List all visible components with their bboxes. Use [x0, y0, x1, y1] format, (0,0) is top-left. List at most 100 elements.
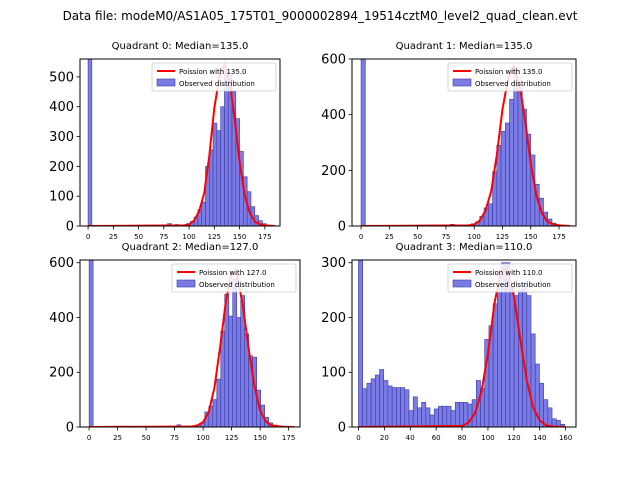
histogram-bar [454, 402, 460, 427]
x-tick-label: 100 [481, 434, 494, 442]
x-tick-label: 75 [441, 233, 450, 241]
x-tick-label: 100 [182, 233, 195, 241]
histogram-bar [459, 402, 464, 427]
x-tick-label: 125 [496, 233, 509, 241]
histogram-bar [517, 89, 523, 226]
x-tick-label: 50 [134, 233, 143, 241]
histogram-bar [224, 72, 229, 226]
histogram-bar [212, 122, 218, 226]
y-tick-label: 0 [66, 220, 74, 235]
y-tick-label: 400 [49, 100, 74, 115]
axes-frame [351, 259, 577, 428]
y-tick-label: 0 [338, 220, 346, 235]
histogram-bar [358, 260, 363, 427]
legend-label-bars: Observed distribution [199, 281, 275, 289]
y-tick-label: 500 [49, 70, 74, 85]
y-tick-label: 300 [321, 256, 346, 271]
quadrant-0-chart: Quadrant 0: Median=135.0 0 25 50 75 100 125 150… [49, 41, 281, 241]
axes-frame [79, 58, 281, 227]
x-tick-label: 50 [142, 434, 151, 442]
x-tick-label: 125 [225, 434, 238, 442]
x-tick-label: 150 [233, 233, 246, 241]
histogram-bar [212, 399, 218, 427]
x-tick-label: 0 [356, 434, 360, 442]
axes-frame [79, 259, 301, 428]
y-tick-label: 300 [49, 130, 74, 145]
histogram-bar [408, 410, 414, 427]
histogram-bar [88, 260, 94, 427]
quadrant-title: Quadrant 0: Median=135.0 [112, 41, 249, 52]
histogram-bar [509, 99, 515, 226]
x-tick-label: 100 [196, 434, 209, 442]
histogram-bar [208, 149, 214, 226]
x-tick-label: 0 [359, 233, 363, 241]
histogram-bar [232, 278, 238, 427]
histogram-bar [387, 385, 393, 427]
x-tick-label: 175 [552, 233, 565, 241]
quadrant-2-chart: Quadrant 2: Median=127.0 0 25 50 75 100 125 150… [49, 242, 301, 442]
histogram-bar [425, 407, 431, 427]
histogram-bar [379, 369, 385, 427]
legend-label-bars: Observed distribution [475, 80, 551, 88]
histogram-bar [216, 378, 222, 427]
legend: Poission with 127.0 Observed distribution [171, 263, 297, 293]
x-tick-label: 125 [208, 233, 221, 241]
x-tick-label: 75 [170, 434, 179, 442]
figure-title: Data file: modeM0/AS1A05_175T01_90000028… [63, 9, 578, 23]
legend: Poission with 135.0 Observed distribution [151, 62, 277, 92]
x-tick-label: 100 [467, 233, 480, 241]
x-tick-label: 40 [406, 434, 415, 442]
x-tick-label: 150 [253, 434, 266, 442]
quadrant-title: Quadrant 2: Median=127.0 [122, 242, 259, 253]
histogram-bar [417, 407, 422, 427]
histogram-bar [366, 382, 372, 427]
histogram-bar [488, 203, 493, 226]
legend-bar-swatch [452, 78, 472, 87]
legend: Poission with 110.0 Observed distribution [447, 263, 573, 293]
legend-box [171, 263, 297, 293]
y-tick-label: 200 [321, 164, 346, 179]
x-tick-label: 140 [533, 434, 546, 442]
quadrant-1-chart: Quadrant 1: Median=135.0 0 25 50 75 100 125 150… [321, 41, 577, 241]
y-tick-label: 200 [321, 311, 346, 326]
x-tick-label: 160 [559, 434, 572, 442]
legend-label-bars: Observed distribution [179, 80, 255, 88]
x-tick-label: 150 [524, 233, 537, 241]
y-tick-label: 200 [49, 366, 74, 381]
x-tick-label: 175 [282, 434, 295, 442]
histogram-bar [446, 405, 452, 427]
plot-area [88, 260, 295, 427]
legend-bar-swatch [176, 279, 196, 288]
legend-bar-swatch [452, 279, 472, 288]
y-tick-label: 200 [49, 160, 74, 175]
histogram-bar [201, 201, 206, 226]
quadrant-title: Quadrant 3: Median=110.0 [396, 242, 533, 253]
histogram-bar [400, 387, 406, 427]
histogram-bar [220, 106, 225, 226]
histogram-bar [442, 405, 448, 427]
y-tick-label: 600 [321, 53, 346, 68]
x-tick-label: 80 [458, 434, 467, 442]
x-tick-label: 75 [159, 233, 168, 241]
plot-area [360, 59, 571, 226]
y-tick-label: 400 [49, 311, 74, 326]
histogram-bar [509, 287, 515, 427]
histogram-bar [438, 405, 443, 427]
histogram-bar [370, 378, 376, 427]
histogram-bar [412, 396, 418, 427]
histogram-bar [391, 387, 397, 427]
y-tick-label: 100 [321, 366, 346, 381]
histogram-bar [383, 380, 389, 427]
histogram-bar [216, 130, 221, 226]
legend-label-curve: Poission with 110.0 [475, 269, 543, 277]
y-tick-label: 0 [338, 421, 346, 436]
x-tick-label: 50 [413, 233, 422, 241]
x-tick-label: 25 [113, 434, 122, 442]
y-tick-label: 0 [66, 421, 74, 436]
x-tick-label: 60 [432, 434, 441, 442]
panels: Quadrant 0: Median=135.0 0 25 50 75 100 125 150… [49, 41, 577, 442]
y-tick-label: 400 [321, 108, 346, 123]
quadrant-title: Quadrant 1: Median=135.0 [396, 41, 533, 52]
histogram-bar [500, 131, 506, 226]
